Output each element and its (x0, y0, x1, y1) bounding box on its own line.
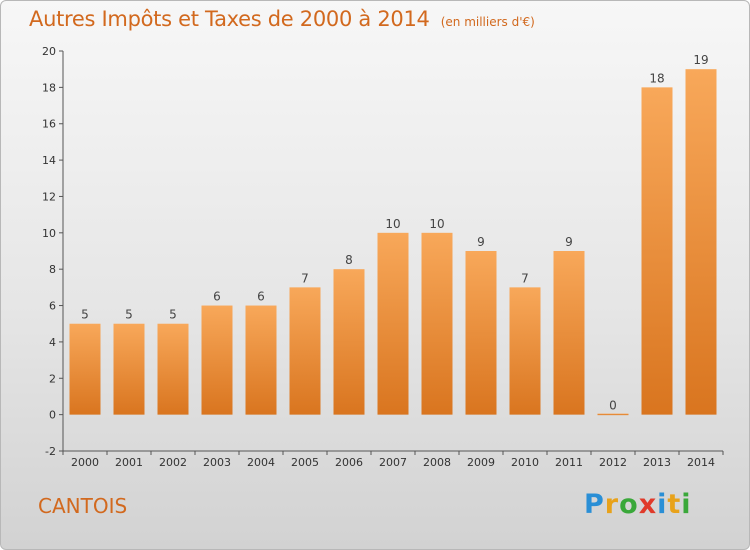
bar (157, 323, 189, 415)
bar (465, 251, 497, 415)
x-tick-label: 2005 (291, 456, 319, 469)
logo-letter: i (657, 489, 668, 520)
value-label: 8 (345, 253, 353, 267)
y-tick-label: 18 (42, 81, 56, 94)
value-label: 6 (213, 290, 221, 304)
value-label: 5 (81, 308, 89, 322)
y-tick-label: 0 (49, 409, 56, 422)
value-label: 9 (477, 235, 485, 249)
y-tick-label: 8 (49, 263, 56, 276)
logo-letter: x (638, 489, 658, 520)
bar (509, 287, 541, 415)
bars (69, 69, 717, 416)
x-tick-label: 2010 (511, 456, 539, 469)
commune-name: CANTOIS (38, 494, 128, 518)
bar (421, 232, 453, 415)
chart-title-block: Autres Impôts et Taxes de 2000 à 2014 (e… (29, 7, 535, 31)
bar (113, 323, 145, 415)
bar (685, 69, 717, 415)
bar (553, 251, 585, 415)
axes: -2 0 2 4 6 8 10 12 14 16 18 20 2000 2001 2002 2003 2004 2… (42, 45, 724, 469)
bar (245, 305, 277, 415)
x-tick-label: 2014 (687, 456, 715, 469)
bar (641, 87, 673, 415)
logo-letter: r (604, 489, 620, 520)
value-label: 18 (649, 71, 664, 85)
x-tick-label: 2000 (71, 456, 99, 469)
chart-title: Autres Impôts et Taxes de 2000 à 2014 (29, 7, 430, 31)
bar (377, 232, 409, 415)
bar (201, 305, 233, 415)
value-label: 7 (521, 271, 529, 285)
bar (289, 287, 321, 415)
logo-letter: P (584, 489, 605, 520)
y-tick-label: 16 (42, 118, 56, 131)
y-tick-label: 12 (42, 190, 56, 203)
value-label: 6 (257, 290, 265, 304)
bar (597, 413, 629, 416)
y-tick-label: 2 (49, 372, 56, 385)
y-tick-label: 6 (49, 300, 56, 313)
x-tick-label: 2004 (247, 456, 275, 469)
y-tick-label: -2 (45, 445, 56, 458)
x-tick-label: 2006 (335, 456, 363, 469)
x-tick-label: 2007 (379, 456, 407, 469)
x-tick-label: 2009 (467, 456, 495, 469)
value-label: 7 (301, 271, 309, 285)
x-tick-label: 2011 (555, 456, 583, 469)
x-tick-label: 2003 (203, 456, 231, 469)
y-tick-label: 4 (49, 336, 56, 349)
logo-letter: i (681, 489, 692, 520)
x-tick-label: 2001 (115, 456, 143, 469)
value-label: 19 (693, 53, 708, 67)
y-tick-label: 20 (42, 45, 56, 58)
value-label: 9 (565, 235, 573, 249)
x-tick-label: 2002 (159, 456, 187, 469)
y-tick-label: 14 (42, 154, 56, 167)
x-tick-label: 2013 (643, 456, 671, 469)
logo-letter: o (619, 489, 639, 520)
value-label: 5 (169, 308, 177, 322)
chart-unit: (en milliers d'€) (440, 15, 535, 29)
x-tick-label: 2012 (599, 456, 627, 469)
value-label: 0 (609, 399, 617, 413)
logo-letter: t (667, 489, 682, 520)
value-label: 10 (385, 217, 400, 231)
bar (69, 323, 101, 415)
value-labels: 5 5 5 6 6 7 8 10 10 9 7 9 0 18 19 (81, 53, 708, 412)
proxiti-logo[interactable]: Proxiti (584, 489, 692, 520)
value-label: 5 (125, 308, 133, 322)
x-tick-label: 2008 (423, 456, 451, 469)
y-tick-label: 10 (42, 227, 56, 240)
bar (333, 269, 365, 415)
value-label: 10 (429, 217, 444, 231)
